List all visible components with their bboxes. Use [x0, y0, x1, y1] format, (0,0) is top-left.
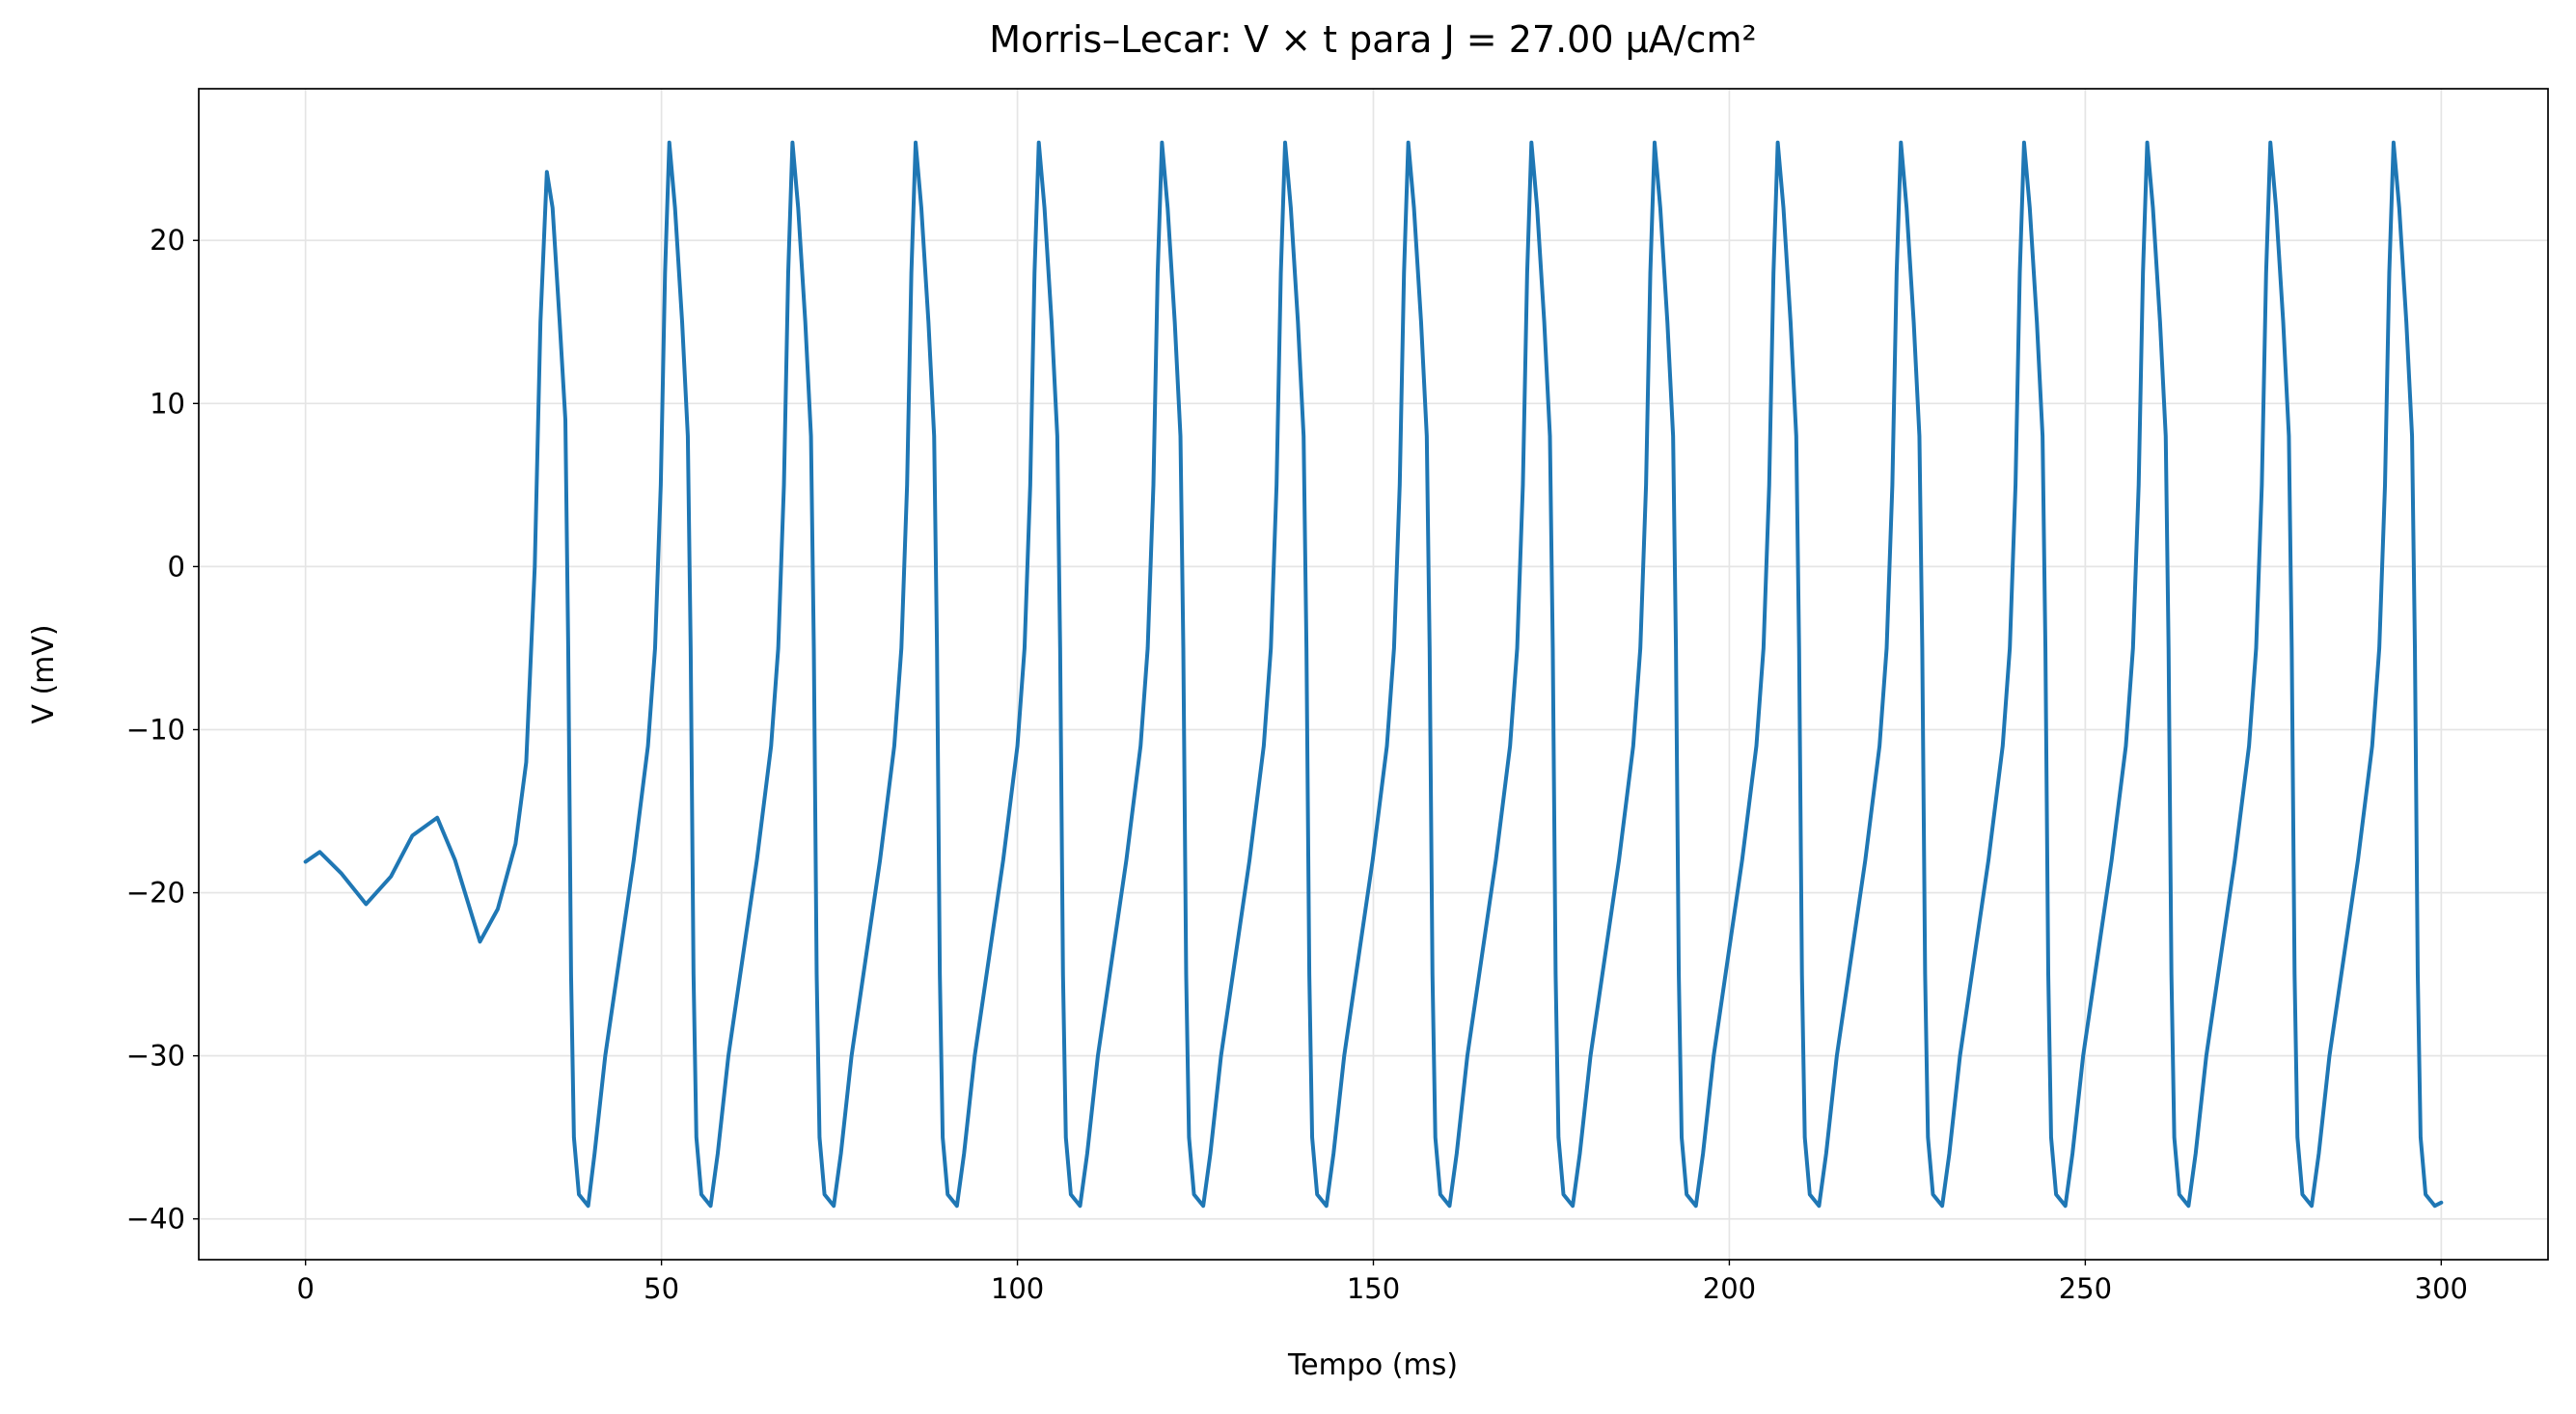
y-axis-label: V (mV): [27, 624, 61, 723]
y-tick-label: 10: [150, 387, 185, 420]
axes: 0 50 100 150 200 250 300 −40 −30 −20 −10 0 10 20: [126, 88, 2549, 1305]
x-tick-label: 0: [296, 1272, 314, 1305]
chart-title: Morris–Lecar: V × t para J = 27.00 µA/cm…: [989, 18, 1756, 61]
axes-frame: [198, 88, 2549, 1261]
y-tick-label: −10: [126, 713, 185, 746]
x-tick-label: 100: [991, 1272, 1044, 1305]
y-tick-label: −40: [126, 1203, 185, 1236]
grid: [199, 89, 2548, 1260]
x-axis-label: Tempo (ms): [1287, 1348, 1458, 1382]
plot-area: [303, 140, 2444, 1209]
x-tick-label: 150: [1347, 1272, 1400, 1305]
y-tick-label: −30: [126, 1040, 185, 1073]
series-line: [303, 140, 2444, 1209]
y-tick-label: 0: [168, 550, 185, 583]
x-tick-label: 200: [1703, 1272, 1756, 1305]
x-tick-label: 300: [2415, 1272, 2468, 1305]
y-tick-label: 20: [150, 224, 185, 257]
y-tick-label: −20: [126, 877, 185, 910]
x-tick-label: 250: [2059, 1272, 2112, 1305]
x-tick-label: 50: [644, 1272, 679, 1305]
